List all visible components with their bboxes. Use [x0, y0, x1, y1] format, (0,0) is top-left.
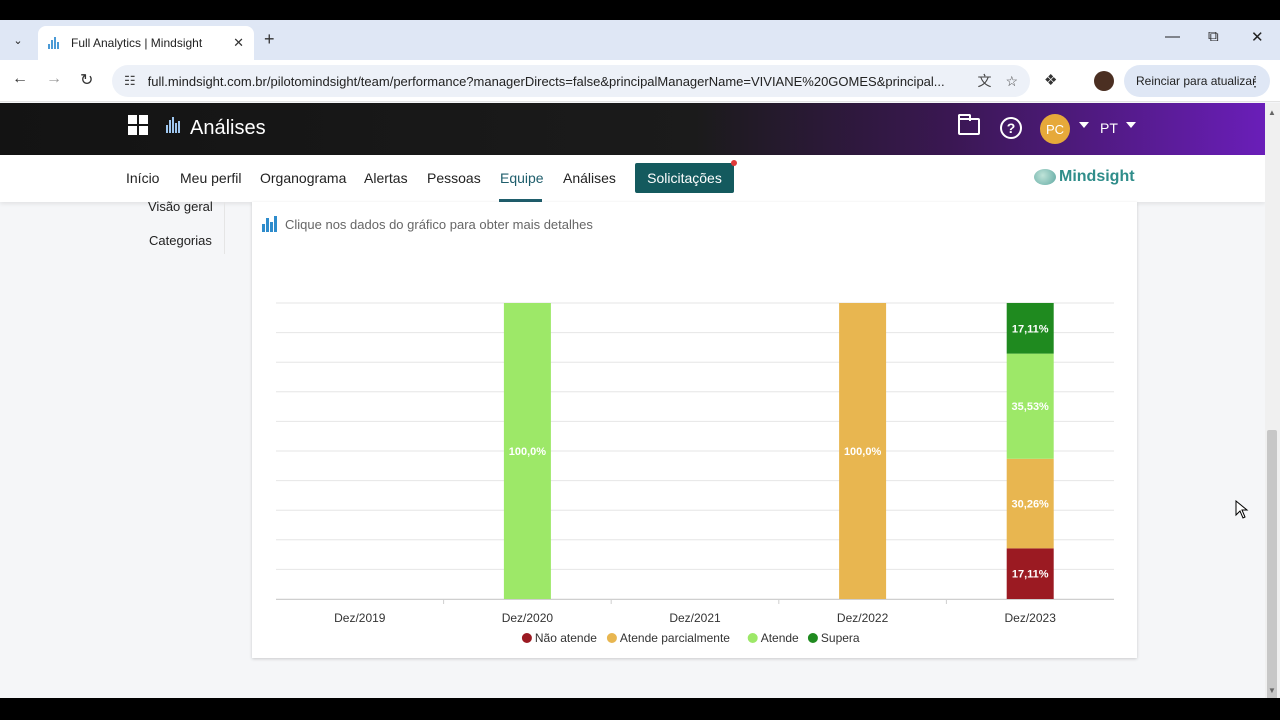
scrollbar-thumb[interactable] [1267, 430, 1277, 698]
x-tick-label: Dez/2022 [837, 611, 889, 625]
chart-hint: Clique nos dados do gráfico para obter m… [262, 216, 593, 232]
data-label: 35,53% [1012, 401, 1050, 413]
legend-marker [807, 633, 818, 643]
side-divider [224, 202, 225, 254]
notification-dot [731, 160, 737, 166]
bar-segment [1006, 548, 1054, 599]
stacked-bar-chart[interactable]: Dez/2019 100,0% Dez/2020 Dez/2021 100,0% Dez/… [252, 202, 1137, 658]
apps-grid-icon[interactable] [128, 115, 148, 135]
legend-marker [747, 633, 758, 643]
browser-window: ⌄ Full Analytics | Mindsight ✕ + — ⧉ ✕ ←… [0, 20, 1280, 698]
tab-search-chevron-icon[interactable]: ⌄ [13, 34, 23, 47]
help-icon[interactable]: ? [1000, 117, 1022, 139]
bar-segment [1006, 353, 1054, 459]
extensions-puzzle-icon[interactable]: ❖ [1044, 72, 1058, 89]
mouse-cursor-icon [1235, 500, 1249, 519]
nav-item-pessoas[interactable]: Pessoas [427, 170, 481, 186]
language-chevron-icon[interactable] [1126, 122, 1136, 128]
main-nav: Início Meu perfil Organograma Alertas Pe… [0, 155, 1265, 202]
profile-avatar[interactable] [1094, 71, 1114, 91]
brain-logo-icon [1034, 169, 1056, 185]
bar-segment [1006, 302, 1054, 354]
bar-segment [503, 303, 551, 599]
bar-segment [839, 303, 887, 599]
nav-item-analises[interactable]: Análises [563, 170, 616, 186]
restore-icon[interactable]: ⧉ [1208, 28, 1219, 45]
user-menu-chevron-icon[interactable] [1079, 122, 1089, 128]
browser-tab[interactable]: Full Analytics | Mindsight ✕ [38, 26, 254, 60]
close-window-icon[interactable]: ✕ [1251, 29, 1264, 46]
mindsight-logo: Mindsight [1034, 168, 1135, 186]
bookmark-star-icon[interactable]: ☆ [1005, 72, 1018, 89]
nav-item-meu-perfil[interactable]: Meu perfil [180, 170, 242, 186]
brand-name: Mindsight [1059, 168, 1135, 185]
forward-arrow-icon[interactable]: → [46, 70, 62, 87]
folder-icon[interactable] [958, 114, 980, 135]
close-tab-icon[interactable]: ✕ [233, 35, 244, 50]
side-item-categorias[interactable]: Categorias [149, 233, 212, 248]
scroll-down-icon[interactable]: ▼ [1268, 686, 1276, 695]
update-button[interactable]: Reinciar para atualizar ⋮ [1124, 65, 1270, 97]
bar-chart-icon [262, 216, 278, 232]
legend-label: Atende [761, 631, 799, 645]
nav-item-inicio[interactable]: Início [126, 170, 160, 186]
data-label: 17,11% [1012, 569, 1049, 581]
address-bar[interactable]: ☷ full.mindsight.com.br/pilotomindsight/… [112, 65, 1030, 97]
site-settings-icon[interactable]: ☷ [124, 73, 136, 88]
app-title: Análises [190, 117, 266, 139]
solicitacoes-button[interactable]: Solicitações [635, 163, 734, 193]
x-tick-label: Dez/2023 [1005, 611, 1057, 625]
chart-hint-text: Clique nos dados do gráfico para obter m… [285, 216, 593, 232]
x-tick-label: Dez/2021 [669, 611, 721, 625]
more-menu-icon[interactable]: ⋮ [1248, 72, 1262, 89]
legend-marker [521, 633, 532, 643]
app-header: Análises ? PC PT [0, 103, 1265, 155]
active-tab-indicator [499, 199, 542, 202]
chart-card: Clique nos dados do gráfico para obter m… [252, 202, 1137, 658]
x-tick-label: Dez/2019 [334, 611, 386, 625]
data-label: 100,0% [509, 446, 547, 458]
minimize-icon[interactable]: — [1165, 28, 1180, 45]
data-label: 17,11% [1012, 323, 1049, 335]
side-item-visao-geral[interactable]: Visão geral [148, 199, 213, 214]
back-arrow-icon[interactable]: ← [12, 70, 28, 87]
legend-label: Não atende [535, 631, 597, 645]
legend-marker [606, 633, 617, 643]
x-tick-label: Dez/2020 [502, 611, 554, 625]
new-tab-icon[interactable]: + [264, 29, 275, 49]
legend-label: Atende parcialmente [620, 631, 730, 645]
scroll-up-icon[interactable]: ▲ [1268, 108, 1276, 117]
url-text[interactable]: full.mindsight.com.br/pilotomindsight/te… [147, 73, 945, 89]
data-label: 100,0% [844, 446, 882, 458]
user-avatar[interactable]: PC [1040, 114, 1070, 144]
nav-item-organograma[interactable]: Organograma [260, 170, 347, 186]
reload-icon[interactable]: ↻ [80, 72, 94, 89]
analytics-favicon-icon [48, 37, 62, 49]
language-selector[interactable]: PT [1100, 120, 1118, 136]
tab-title: Full Analytics | Mindsight [71, 36, 203, 50]
nav-item-alertas[interactable]: Alertas [364, 170, 408, 186]
nav-item-equipe[interactable]: Equipe [500, 170, 544, 186]
legend-label: Supera [821, 631, 860, 645]
update-button-label: Reinciar para atualizar [1136, 74, 1257, 88]
analytics-logo-icon [166, 117, 180, 133]
bar-segment [1006, 458, 1054, 549]
translate-icon[interactable]: 文 [977, 73, 992, 89]
tab-strip: ⌄ Full Analytics | Mindsight ✕ + — ⧉ ✕ [0, 20, 1280, 60]
data-label: 30,26% [1012, 499, 1050, 511]
browser-toolbar: ← → ↻ ☷ full.mindsight.com.br/pilotomind… [0, 60, 1280, 102]
